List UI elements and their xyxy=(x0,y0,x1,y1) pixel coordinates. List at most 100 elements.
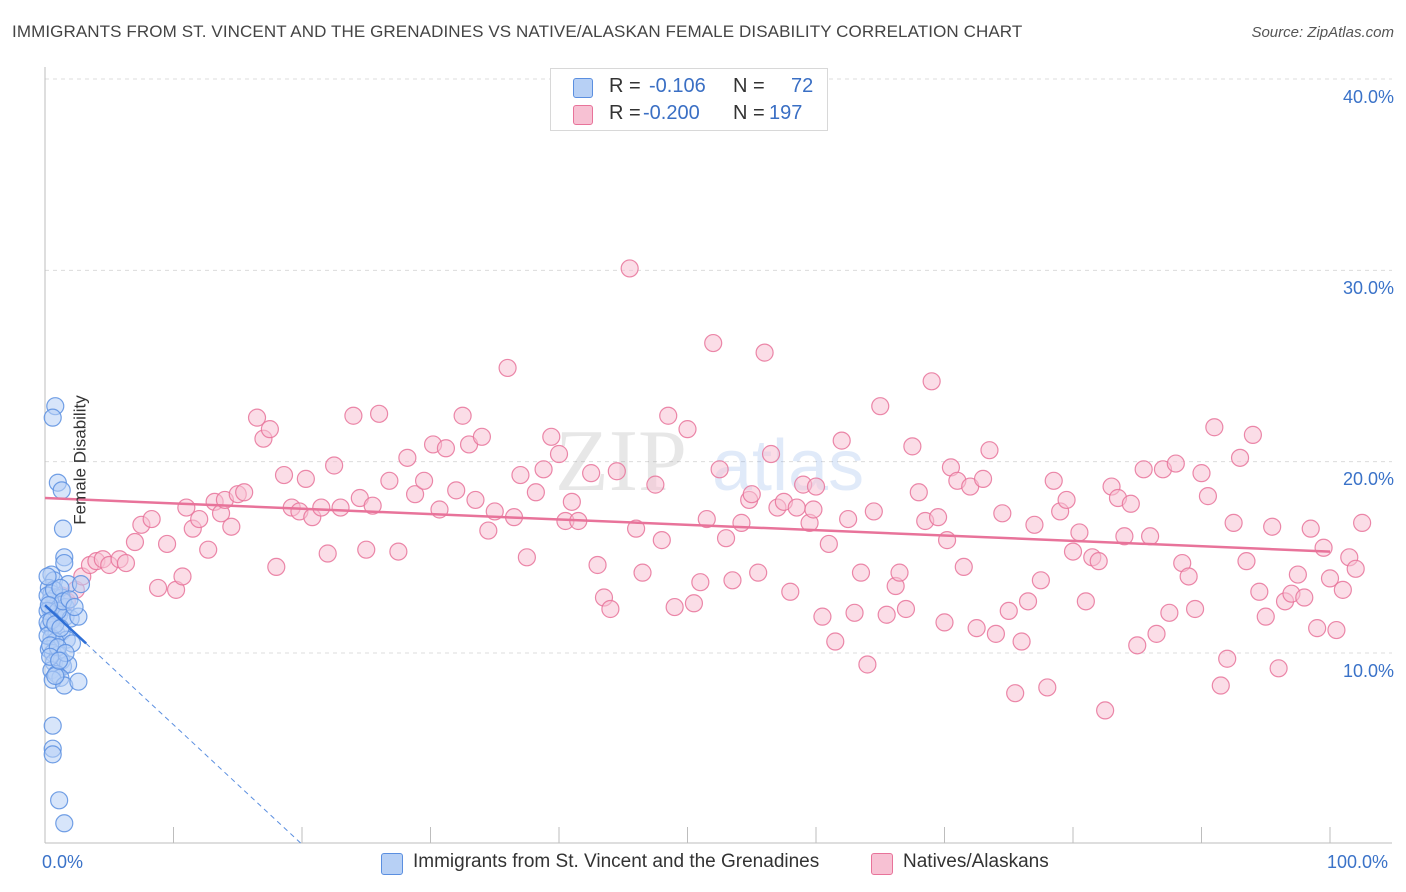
immigrants-point xyxy=(46,666,65,686)
natives-point xyxy=(1243,425,1263,444)
natives-point xyxy=(858,655,877,674)
immigrants-point xyxy=(50,791,69,810)
axes xyxy=(44,67,1392,844)
correlation-legend: R = -0.106 N = 72 R = -0.200 N = 197 xyxy=(550,68,828,131)
immigrants-point xyxy=(51,619,70,638)
natives-point xyxy=(1115,527,1134,546)
natives-point xyxy=(761,444,781,464)
natives-trend-line xyxy=(44,496,1331,553)
natives-point xyxy=(646,475,665,494)
natives-point xyxy=(296,469,315,488)
natives-point xyxy=(517,548,536,567)
natives-point xyxy=(498,358,517,378)
natives-point xyxy=(479,521,498,540)
natives-point xyxy=(389,542,408,561)
legend-n-label: N = xyxy=(733,75,765,97)
natives-point xyxy=(190,509,209,529)
natives-point xyxy=(973,469,993,488)
natives-point xyxy=(691,573,710,592)
natives-point xyxy=(173,567,192,586)
natives-point xyxy=(1160,603,1179,622)
immigrants-points xyxy=(38,397,91,833)
natives-point xyxy=(710,460,729,479)
natives-point xyxy=(1012,632,1031,651)
natives-point xyxy=(845,603,864,622)
natives-point xyxy=(148,578,168,598)
natives-point xyxy=(871,397,890,416)
natives-point xyxy=(1147,624,1166,643)
natives-point xyxy=(1237,552,1256,571)
natives-point xyxy=(380,471,399,490)
natives-point xyxy=(851,563,871,582)
natives-point xyxy=(1224,513,1243,532)
immigrants-point xyxy=(65,597,84,617)
natives-point xyxy=(890,563,909,582)
natives-point xyxy=(999,601,1018,621)
natives-point xyxy=(398,448,417,467)
natives-point xyxy=(652,531,671,550)
natives-point xyxy=(1057,490,1076,510)
y-tick-label: 40.0% xyxy=(1342,87,1394,107)
natives-point xyxy=(877,605,896,624)
immigrants-point xyxy=(71,575,91,594)
natives-point xyxy=(235,483,254,502)
natives-point xyxy=(749,563,768,582)
natives-point xyxy=(1346,559,1365,578)
natives-point xyxy=(125,532,145,552)
natives-point xyxy=(839,509,858,529)
bottom-legend-swatch-pink xyxy=(871,853,893,875)
natives-point xyxy=(1179,567,1198,586)
natives-point xyxy=(723,571,742,590)
y-axis-title: Female Disability xyxy=(70,395,90,525)
natives-point xyxy=(588,555,607,575)
immigrants-point xyxy=(55,814,74,833)
natives-point xyxy=(1063,542,1083,561)
natives-point xyxy=(1166,454,1185,473)
natives-point xyxy=(909,483,928,502)
natives-point xyxy=(1134,460,1153,479)
natives-point xyxy=(620,259,639,278)
natives-point xyxy=(1025,515,1044,534)
immigrants-point xyxy=(39,596,58,615)
natives-point xyxy=(806,477,826,496)
legend-swatch-blue xyxy=(573,78,593,98)
natives-point xyxy=(447,481,466,500)
legend-n-value: 197 xyxy=(769,102,803,124)
natives-point xyxy=(819,534,838,554)
natives-point xyxy=(247,408,267,427)
natives-point xyxy=(1288,565,1307,584)
immigrants-point xyxy=(55,553,74,573)
natives-point xyxy=(542,427,561,446)
natives-point xyxy=(1128,636,1147,655)
natives-point xyxy=(453,406,472,425)
natives-point xyxy=(896,599,916,619)
natives-point xyxy=(1006,684,1025,703)
legend-n-label: N = xyxy=(733,102,765,124)
natives-point xyxy=(1089,552,1108,571)
natives-point xyxy=(1301,519,1320,538)
natives-point xyxy=(549,444,569,464)
chart-title: IMMIGRANTS FROM ST. VINCENT AND THE GREN… xyxy=(12,22,1023,41)
natives-point xyxy=(1353,513,1372,532)
natives-point xyxy=(1076,592,1095,611)
natives-point xyxy=(1205,418,1224,437)
natives-point xyxy=(993,504,1012,523)
natives-point xyxy=(582,464,601,483)
natives-point xyxy=(116,553,136,573)
natives-point xyxy=(1269,659,1288,678)
immigrants-point xyxy=(52,481,71,500)
natives-point xyxy=(274,465,294,485)
natives-points xyxy=(52,259,1372,720)
natives-point xyxy=(1192,464,1211,483)
natives-point xyxy=(1211,676,1230,695)
natives-point xyxy=(222,517,241,536)
immigrants-point xyxy=(43,408,62,427)
natives-point xyxy=(755,343,774,362)
legend-r-label: R = xyxy=(609,75,641,97)
natives-point xyxy=(405,485,425,504)
natives-point xyxy=(1185,599,1205,619)
legend-swatch-pink xyxy=(573,105,593,125)
natives-point xyxy=(804,500,823,519)
natives-point xyxy=(864,502,883,521)
